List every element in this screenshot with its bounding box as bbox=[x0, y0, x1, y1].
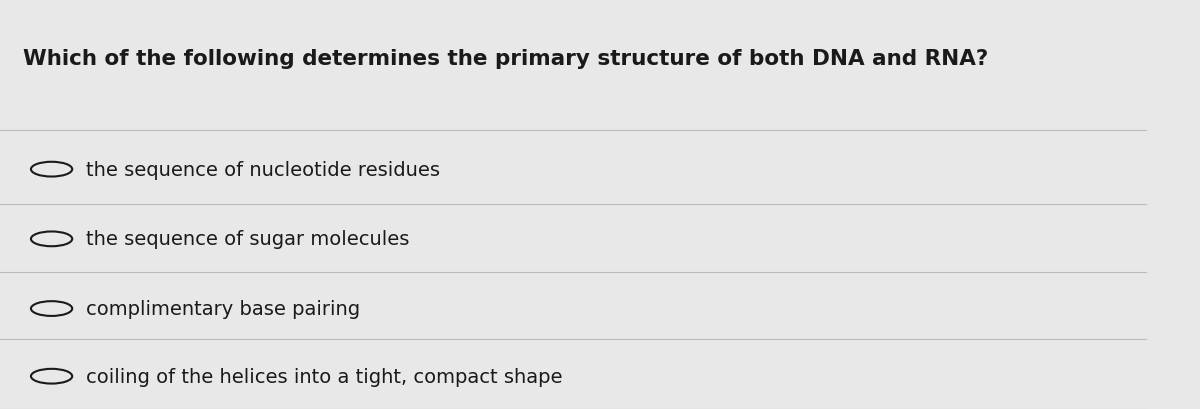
Text: complimentary base pairing: complimentary base pairing bbox=[86, 299, 360, 318]
Text: coiling of the helices into a tight, compact shape: coiling of the helices into a tight, com… bbox=[86, 367, 563, 386]
Text: the sequence of sugar molecules: the sequence of sugar molecules bbox=[86, 230, 409, 249]
Text: Which of the following determines the primary structure of both DNA and RNA?: Which of the following determines the pr… bbox=[23, 49, 988, 69]
Text: the sequence of nucleotide residues: the sequence of nucleotide residues bbox=[86, 160, 440, 179]
